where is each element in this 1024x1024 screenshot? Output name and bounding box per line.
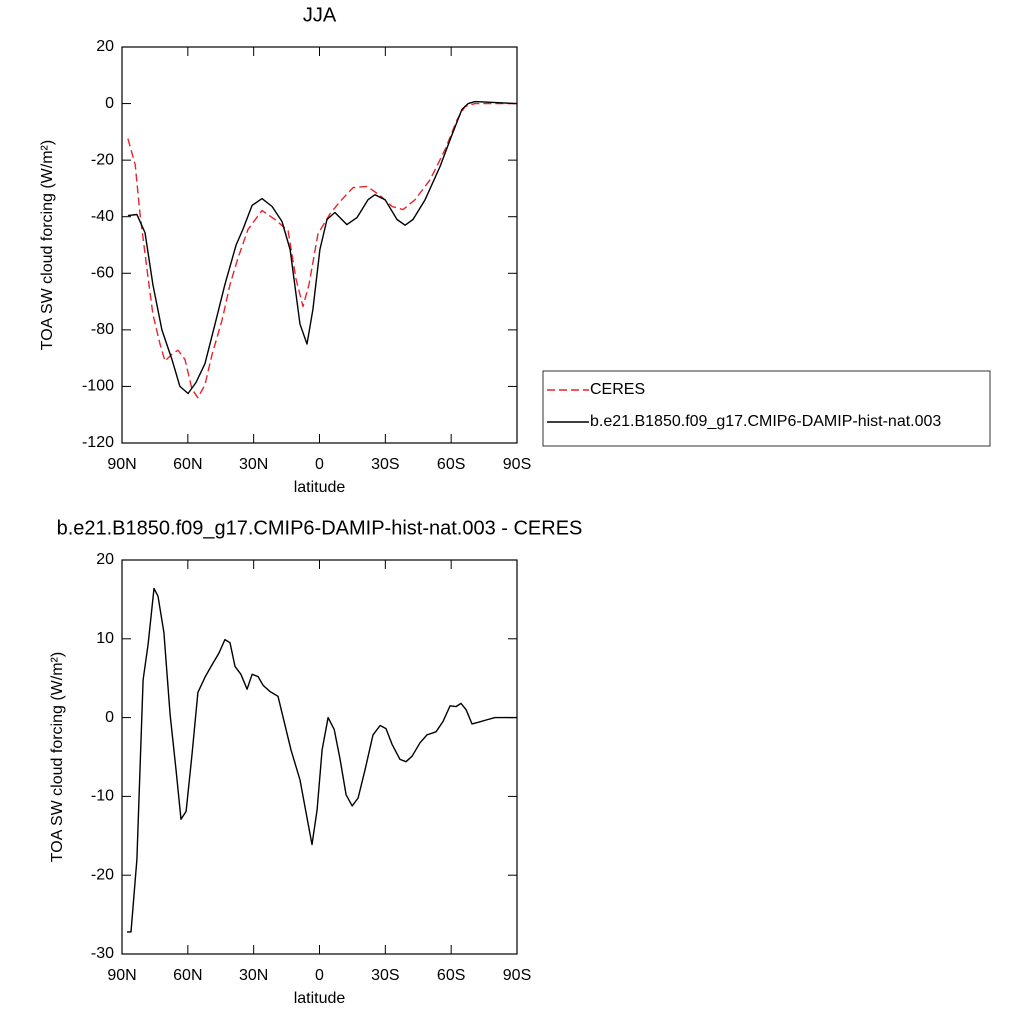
y-tick-label: -100 (82, 378, 114, 395)
y-tick-label: 10 (96, 630, 114, 647)
y-tick-label: 20 (96, 38, 114, 55)
chart-title: JJA (303, 4, 337, 26)
y-axis-label: TOA SW cloud forcing (W/m²) (49, 652, 66, 862)
x-tick-label: 30N (239, 967, 268, 984)
x-tick-label: 90N (107, 967, 136, 984)
data-line (127, 587, 517, 933)
y-axis-label: TOA SW cloud forcing (W/m²) (39, 140, 56, 350)
legend-box (542, 370, 991, 447)
x-tick-label: 60S (437, 456, 465, 473)
x-axis-label: latitude (294, 479, 346, 496)
y-tick-label: -120 (82, 434, 114, 451)
y-tick-label: -20 (91, 866, 114, 883)
y-tick-label: -60 (91, 265, 114, 282)
y-tick-label: -80 (91, 321, 114, 338)
legend-label: CERES (590, 381, 645, 398)
y-tick-label: -30 (91, 945, 114, 962)
x-axis-label: latitude (294, 990, 346, 1007)
data-line (127, 102, 517, 399)
x-tick-label: 90S (503, 967, 531, 984)
plot-frame (121, 46, 518, 444)
x-tick-label: 60S (437, 967, 465, 984)
panel: b.e21.B1850.f09_g17.CMIP6-DAMIP-hist-nat… (49, 517, 582, 1007)
x-tick-label: 0 (315, 456, 324, 473)
legend: CERES b.e21.B1850.f09_g17.CMIP6-DAMIP-his… (542, 370, 991, 447)
y-tick-label: 0 (105, 95, 114, 112)
y-tick-label: -10 (91, 788, 114, 805)
y-tick-label: 20 (96, 551, 114, 568)
legend-label: b.e21.B1850.f09_g17.CMIP6-DAMIP-hist-nat… (590, 413, 941, 430)
x-tick-label: 60N (173, 967, 202, 984)
y-tick-label: -20 (91, 151, 114, 168)
y-tick-label: -40 (91, 208, 114, 225)
x-tick-label: 0 (315, 967, 324, 984)
panel: JJA -120 -100 -80 -60 -40 -20 0 20 90N 60N 30N 0 30S 6… (39, 4, 531, 496)
x-tick-label: 30N (239, 456, 268, 473)
chart-title: b.e21.B1850.f09_g17.CMIP6-DAMIP-hist-nat… (57, 517, 583, 539)
data-line (127, 100, 518, 395)
x-tick-label: 90N (107, 456, 136, 473)
x-tick-label: 90S (503, 456, 531, 473)
plot-frame (121, 559, 518, 955)
x-tick-label: 30S (371, 967, 399, 984)
x-tick-label: 30S (371, 456, 399, 473)
x-tick-label: 60N (173, 456, 202, 473)
y-tick-label: 0 (105, 709, 114, 726)
